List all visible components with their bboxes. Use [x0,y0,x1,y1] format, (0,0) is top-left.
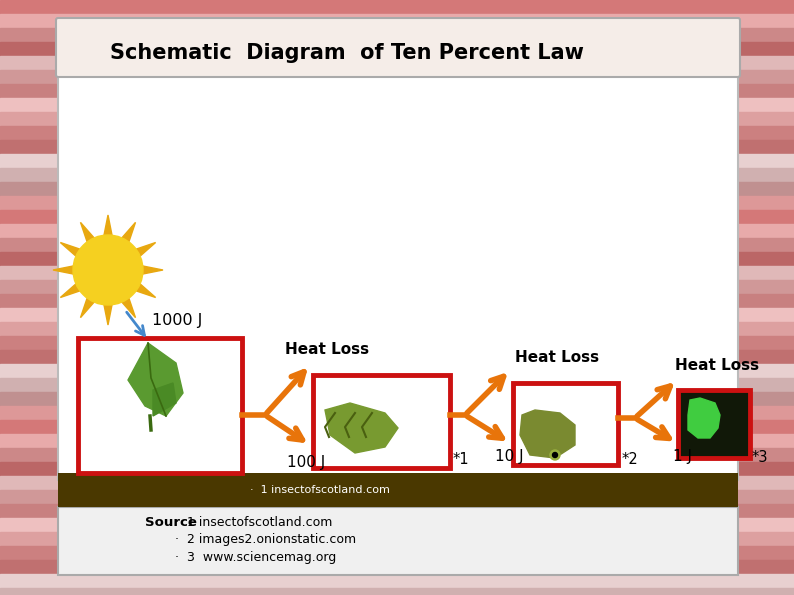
Bar [513,383,618,465]
Bar [0,518,794,532]
Bar [0,224,794,238]
Bar [0,126,794,140]
Bar [0,560,794,574]
Text: 100 J: 100 J [287,456,326,471]
Bar [0,588,794,595]
Polygon shape [80,223,97,246]
Text: *3: *3 [752,450,769,465]
Bar [0,210,794,224]
Bar [78,338,242,473]
Text: Schematic  Diagram  of Ten Percent Law: Schematic Diagram of Ten Percent Law [110,43,584,63]
Bar [0,98,794,112]
Bar [0,168,794,182]
Bar [0,238,794,252]
Bar [0,336,794,350]
Bar [0,364,794,378]
Bar [0,476,794,490]
Bar [0,42,794,56]
Bar [0,266,794,280]
Polygon shape [520,410,575,458]
Bar [0,28,794,42]
Text: Source: Source [145,515,197,528]
Bar [0,462,794,476]
Bar [58,75,738,480]
Polygon shape [132,281,156,298]
Polygon shape [132,243,156,259]
Bar [58,473,738,507]
Circle shape [553,453,557,458]
Bar [0,546,794,560]
Bar [0,14,794,28]
Text: ·  2 images2.onionstatic.com: · 2 images2.onionstatic.com [175,534,357,546]
Bar [0,350,794,364]
Text: 10 J: 10 J [495,449,523,465]
Bar [0,280,794,294]
Polygon shape [119,223,136,246]
Text: Heat Loss: Heat Loss [285,343,369,358]
Bar [0,504,794,518]
Bar [0,84,794,98]
Bar [0,308,794,322]
Bar [0,448,794,462]
Bar [0,112,794,126]
Polygon shape [128,343,183,416]
Bar [0,490,794,504]
Bar [0,0,794,14]
Bar [0,574,794,588]
Bar [0,392,794,406]
Bar [0,378,794,392]
Bar [0,252,794,266]
Bar [0,406,794,420]
Polygon shape [60,281,84,298]
Text: *1: *1 [453,453,469,468]
Text: Heat Loss: Heat Loss [515,349,599,365]
Circle shape [73,235,143,305]
Text: ·  1 insectofscotland.com: · 1 insectofscotland.com [250,485,390,495]
Bar [58,507,738,575]
Text: ·  1 insectofscotland.com: · 1 insectofscotland.com [175,515,333,528]
Polygon shape [80,294,97,318]
Bar [0,56,794,70]
Text: Heat Loss: Heat Loss [675,359,759,374]
Circle shape [550,450,560,460]
Text: 1000 J: 1000 J [152,312,202,327]
Polygon shape [153,383,176,416]
Bar [313,375,450,468]
Bar [0,294,794,308]
Bar [0,154,794,168]
Text: 1 J: 1 J [673,449,692,464]
Bar [0,322,794,336]
Polygon shape [60,243,84,259]
Text: *2: *2 [622,453,638,468]
Polygon shape [119,294,136,318]
Bar [0,434,794,448]
Bar [0,196,794,210]
Bar [678,390,750,458]
Bar [0,182,794,196]
Text: ·  3  www.sciencemag.org: · 3 www.sciencemag.org [175,552,336,565]
Polygon shape [53,265,77,275]
Polygon shape [103,215,113,239]
Polygon shape [103,300,113,325]
Polygon shape [325,403,398,453]
Polygon shape [688,398,720,438]
Polygon shape [139,265,163,275]
Bar [0,70,794,84]
Bar [0,140,794,154]
FancyBboxPatch shape [56,18,740,77]
Bar [0,420,794,434]
Bar [0,532,794,546]
